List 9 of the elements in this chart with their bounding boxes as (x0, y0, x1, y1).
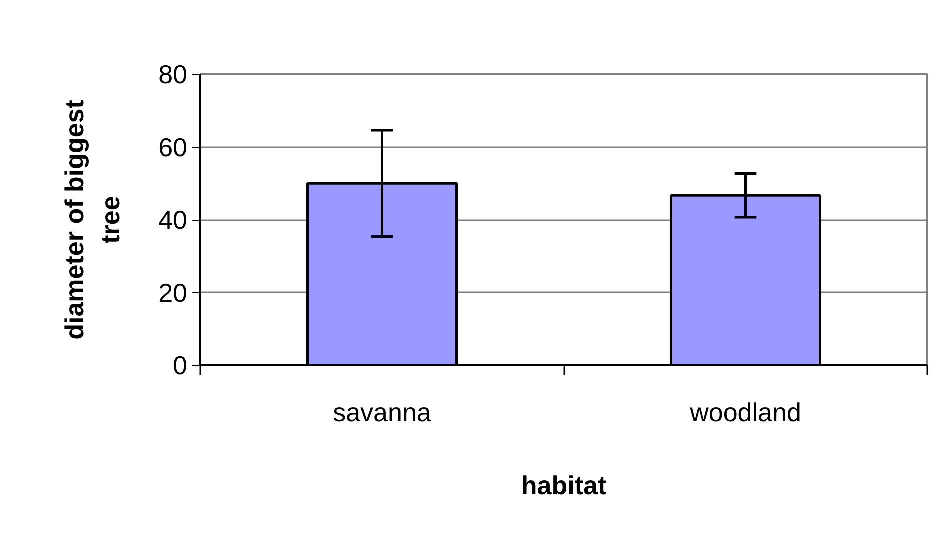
x-axis-title: habitat (521, 470, 607, 500)
y-axis-title: diameter of biggest tree (60, 100, 126, 340)
y-tick-label: 60 (158, 132, 188, 162)
y-tick-label: 0 (173, 350, 188, 380)
y-tick-label: 40 (158, 205, 188, 235)
x-tick-label: savanna (333, 398, 432, 428)
x-tick-label: woodland (689, 398, 802, 428)
y-tick-label: 20 (158, 278, 188, 308)
y-tick-label: 80 (158, 60, 188, 90)
